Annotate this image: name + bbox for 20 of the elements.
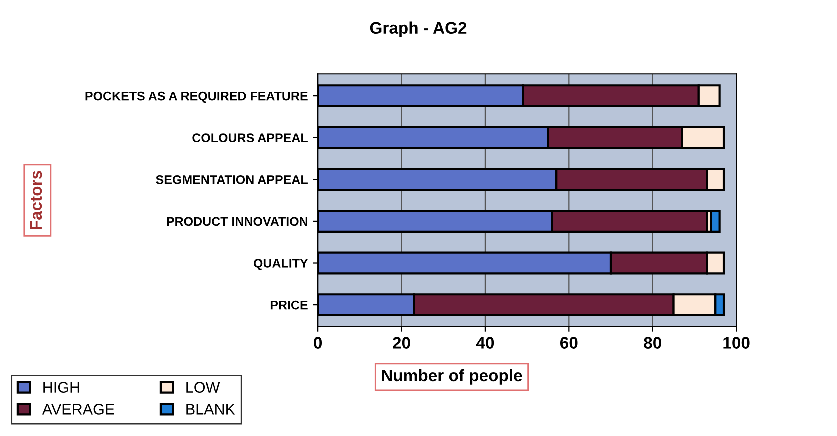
chart-title: Graph - AG2 [370, 22, 467, 38]
x-tick-label: 80 [644, 337, 662, 349]
y-tick-label: SEGMENTATION APPEAL [156, 175, 308, 184]
y-tick-label: COLOURS APPEAL [192, 134, 308, 143]
x-tick-label: 100 [724, 337, 750, 349]
x-tick-label: 60 [560, 337, 578, 349]
y-axis-title: Factors [30, 171, 42, 230]
x-tick-label: 20 [393, 337, 410, 349]
legend-label: BLANK [186, 404, 236, 415]
y-tick-label: PRODUCT INNOVATION [167, 217, 308, 226]
legend-label: HIGH [44, 382, 80, 393]
x-tick-label: 40 [476, 337, 494, 349]
y-tick-label: PRICE [270, 300, 308, 310]
x-tick-label: 0 [314, 337, 322, 349]
y-tick-label: POCKETS AS A REQUIRED FEATURE [86, 92, 308, 104]
y-tick-label: QUALITY [254, 259, 308, 270]
legend-label: AVERAGE [42, 404, 114, 415]
bar [710, 210, 721, 233]
x-axis-title: Number of people [382, 369, 522, 385]
legend-label: LOW [186, 382, 220, 393]
